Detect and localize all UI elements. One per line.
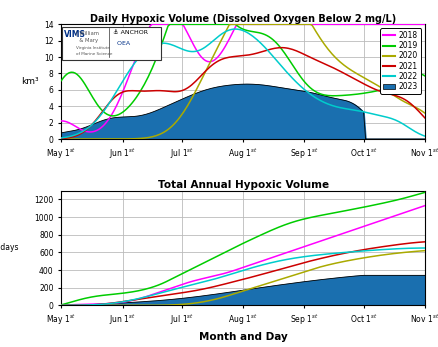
Text: VIMS: VIMS xyxy=(64,30,86,39)
Text: | William: | William xyxy=(76,30,99,35)
Title: Daily Hypoxic Volume (Dissolved Oxygen Below 2 mg/L): Daily Hypoxic Volume (Dissolved Oxygen B… xyxy=(90,14,396,24)
Text: of Marine Science: of Marine Science xyxy=(76,52,113,56)
Text: ⚓ ANCHOR: ⚓ ANCHOR xyxy=(113,30,148,35)
Text: Virginia Institute: Virginia Institute xyxy=(76,46,110,50)
FancyBboxPatch shape xyxy=(62,27,161,60)
Y-axis label: km³: km³ xyxy=(21,77,39,86)
X-axis label: Month and Day: Month and Day xyxy=(199,332,287,341)
Y-axis label: km³ days: km³ days xyxy=(0,244,19,253)
Title: Total Annual Hypoxic Volume: Total Annual Hypoxic Volume xyxy=(158,180,328,190)
Legend: 2018, 2019, 2020, 2021, 2022, 2023: 2018, 2019, 2020, 2021, 2022, 2023 xyxy=(380,28,421,94)
Text: OEA: OEA xyxy=(113,41,130,46)
Text: & Mary: & Mary xyxy=(76,38,98,43)
